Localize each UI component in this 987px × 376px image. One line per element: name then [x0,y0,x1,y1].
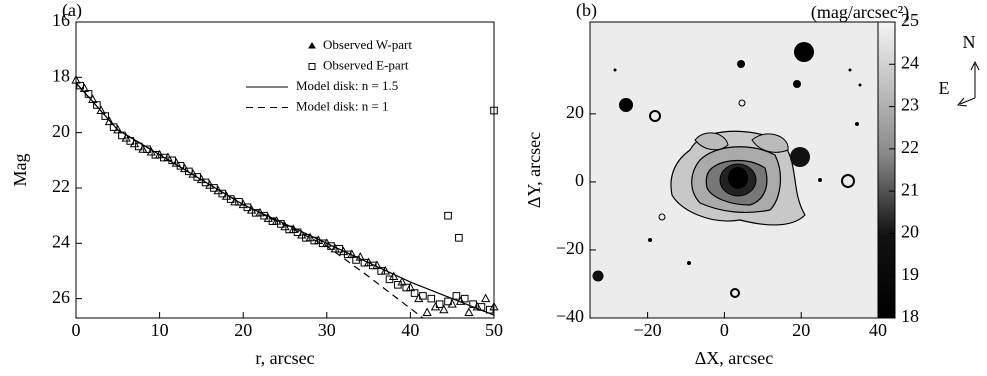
figure: 01020304050161820222426(a)r, arcsecMagOb… [0,0,987,376]
panel-label: (b) [576,0,597,21]
x-tick-label: 40 [401,320,419,340]
data-point [482,295,490,302]
compass-label: E [939,78,950,98]
colorbar-tick-label: 24 [901,52,919,72]
plot-frame-a [76,22,494,318]
galaxy-image [590,22,878,318]
y-tick-label: 20 [566,102,584,122]
y-tick-label: 22 [52,176,70,196]
model-line [76,83,494,315]
colorbar-tick-label: 21 [901,179,919,199]
page: 01020304050161820222426(a)r, arcsecMagOb… [0,0,987,376]
legend-marker [309,43,315,48]
x-tick-label: 0 [72,320,81,340]
data-point [445,212,452,219]
colorbar-tick-label: 22 [901,137,919,157]
y-tick-label: −40 [556,306,584,326]
x-axis-label: r, arcsec [255,348,314,368]
legend-label: Model disk: n = 1 [296,98,389,113]
x-axis-label: ΔX, arcsec [695,348,774,368]
x-tick-label: 0 [720,320,729,340]
data-point [456,234,463,241]
data-point [415,295,423,302]
x-tick-label: 30 [318,320,336,340]
colorbar-label: (mag/arcsec²) [811,2,909,23]
y-tick-label: 18 [52,65,70,85]
colorbar-tick-label: 18 [901,306,919,326]
legend-label: Model disk: n = 1.5 [296,78,398,93]
x-tick-label: 50 [485,320,503,340]
data-point [428,295,435,302]
x-tick-label: 10 [151,320,169,340]
data-point [432,303,440,310]
x-tick-label: 40 [869,320,887,340]
data-point [440,306,448,313]
compass-label: N [963,32,976,52]
data-point [448,300,456,307]
y-tick-label: 20 [52,121,70,141]
colorbar [878,22,895,318]
y-tick-label: 0 [575,170,584,190]
legend-label: Observed W-part [323,37,412,52]
legend-marker [309,64,315,70]
colorbar-tick-label: 19 [901,264,919,284]
colorbar-tick-label: 20 [901,222,919,242]
y-tick-label: 24 [52,231,70,251]
compass [958,62,979,106]
panel-label: (a) [62,0,82,21]
data-point [465,308,473,315]
model-line [76,83,423,318]
data-point [423,308,431,315]
y-tick-label: 26 [52,287,70,307]
legend-label: Observed E-part [323,57,409,72]
x-tick-label: 20 [234,320,252,340]
y-tick-label: −20 [556,238,584,258]
colorbar-tick-label: 23 [901,95,919,115]
y-axis-label: Mag [10,154,30,187]
y-axis-label: ΔY, arcsec [524,132,544,208]
data-point [453,293,460,300]
x-tick-label: 20 [792,320,810,340]
x-tick-label: −20 [634,320,662,340]
